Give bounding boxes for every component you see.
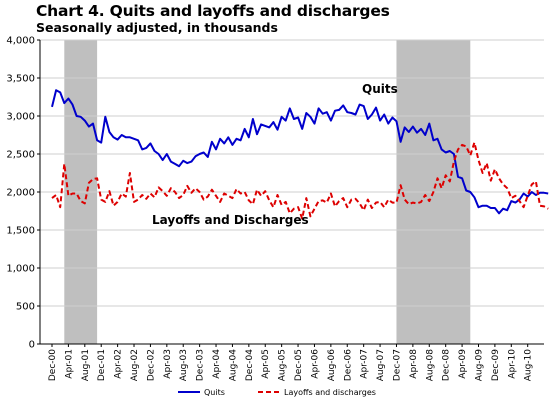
y-tick-label: 0 <box>29 340 35 351</box>
series-line-layoffs-and-discharges <box>51 141 549 220</box>
x-tick-label: Aug-01 <box>81 349 91 381</box>
x-tick-label: Aug-10 <box>524 349 534 382</box>
x-tick-label: Apr-08 <box>409 349 419 379</box>
chart-subtitle: Seasonally adjusted, in thousands <box>36 20 278 35</box>
legend-label-1: Quits <box>204 388 225 397</box>
x-axis-tick-labels: Dec-00 Apr-01 Aug-01 Dec-01 Apr-02 Aug-02 Dec-… <box>48 349 534 382</box>
legend-label-2: Layoffs and discharges <box>284 388 376 397</box>
gridlines <box>40 39 544 307</box>
x-tick-label: Apr-07 <box>360 349 370 379</box>
x-tick-label: Aug-09 <box>474 349 484 382</box>
legend: Quits Layoffs and discharges <box>178 388 376 397</box>
x-tick-label: Dec-06 <box>343 349 353 381</box>
x-tick-label: Dec-05 <box>294 349 304 381</box>
x-tick-label: Aug-05 <box>278 349 288 381</box>
x-tick-label: Dec-00 <box>48 349 58 381</box>
x-tick-label: Aug-02 <box>130 349 140 381</box>
x-tick-label: Apr-04 <box>212 349 222 379</box>
x-tick-label: Aug-03 <box>179 349 189 381</box>
annotation-quits: Quits <box>362 82 398 96</box>
axes <box>37 39 544 347</box>
x-tick-label: Apr-05 <box>261 349 271 379</box>
y-tick-label: 500 <box>16 302 35 313</box>
annotation-layoffs-and-discharges: Layoffs and Discharges <box>152 213 309 227</box>
x-tick-label: Dec-04 <box>245 349 255 381</box>
x-tick-label: Dec-07 <box>392 349 402 381</box>
series-line-quits <box>51 89 549 215</box>
chart-title: Chart 4. Quits and layoffs and discharge… <box>36 2 390 20</box>
series-lines <box>51 89 549 220</box>
x-tick-label: Apr-09 <box>458 349 468 379</box>
y-tick-label: 3,500 <box>6 74 35 85</box>
x-tick-label: Dec-09 <box>491 349 501 381</box>
y-tick-label: 1,500 <box>6 226 35 237</box>
x-tick-label: Apr-03 <box>163 349 173 379</box>
x-tick-label: Dec-01 <box>97 349 107 381</box>
x-tick-label: Dec-02 <box>146 349 156 381</box>
y-tick-label: 2,500 <box>6 150 35 161</box>
x-tick-label: Dec-08 <box>442 349 452 381</box>
y-axis-tick-labels: 0 500 1,000 1,500 2,000 2,500 3,000 3,500 4,000 <box>6 36 35 351</box>
series-annotations: Quits Layoffs and Discharges <box>152 82 398 227</box>
x-tick-label: Apr-10 <box>507 349 517 379</box>
x-tick-label: Apr-02 <box>114 349 124 379</box>
x-tick-label: Aug-04 <box>228 349 238 382</box>
x-tick-label: Dec-03 <box>196 349 206 381</box>
y-tick-label: 1,000 <box>6 264 35 275</box>
x-tick-label: Aug-08 <box>425 349 435 382</box>
x-tick-label: Aug-07 <box>376 349 386 381</box>
y-tick-label: 2,000 <box>6 188 35 199</box>
y-tick-label: 4,000 <box>6 36 35 47</box>
x-tick-label: Apr-06 <box>310 349 320 379</box>
x-tick-label: Aug-06 <box>327 349 337 382</box>
y-tick-label: 3,000 <box>6 112 35 123</box>
x-tick-label: Apr-01 <box>64 349 74 379</box>
